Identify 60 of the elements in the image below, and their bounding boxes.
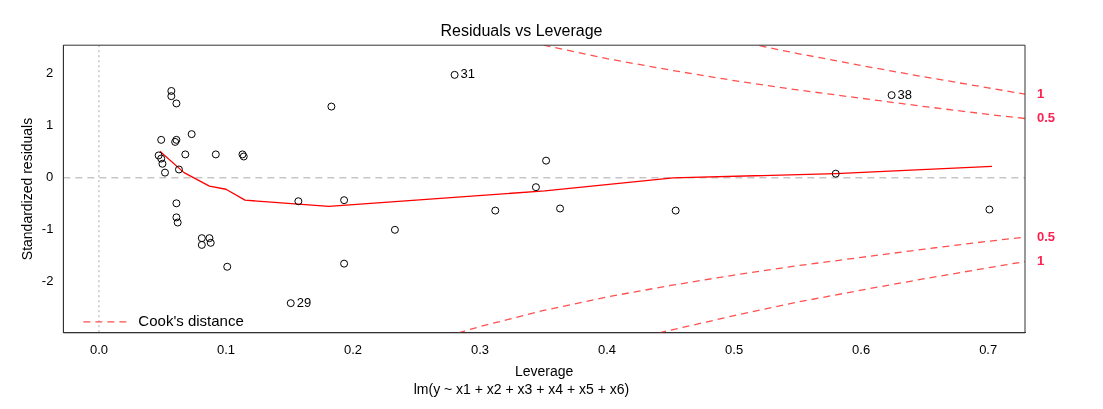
- y-tick-label: 2: [46, 65, 54, 81]
- x-tick-label: 0.4: [598, 342, 617, 358]
- y-tick-label: 1: [46, 117, 54, 133]
- x-tick-label: 0.3: [470, 342, 490, 358]
- point: [671, 206, 680, 215]
- point: [531, 183, 540, 192]
- point: [172, 213, 181, 222]
- point: [985, 205, 994, 214]
- point: [160, 168, 169, 177]
- point: [172, 199, 181, 208]
- y-tick-label: -2: [41, 273, 54, 289]
- x-tick-label: 0.6: [852, 342, 871, 358]
- legend-label: Cook's distance: [138, 311, 244, 329]
- point: [286, 299, 295, 308]
- annotation: 31: [460, 66, 476, 82]
- point: [197, 234, 206, 243]
- point: [157, 135, 166, 144]
- point: [167, 92, 176, 101]
- point: [556, 204, 565, 213]
- y-tick-label: -1: [41, 221, 54, 237]
- point: [491, 206, 500, 215]
- point: [205, 234, 214, 243]
- point: [294, 197, 303, 206]
- point: [542, 156, 551, 165]
- annotation: 0.5: [1037, 110, 1056, 126]
- point: [340, 259, 349, 268]
- text: lm(y ~ x1 + x2 + x3 + x4 + x5 + x6): [413, 381, 630, 398]
- point: [340, 196, 349, 205]
- annotation: 1: [1037, 253, 1045, 269]
- point: [172, 99, 181, 108]
- point: [831, 169, 840, 178]
- point: [390, 225, 399, 234]
- point: [327, 102, 336, 111]
- point: [181, 150, 190, 159]
- annotation: 0.5: [1037, 228, 1056, 244]
- point: [197, 240, 206, 249]
- point: [157, 154, 166, 163]
- point: [174, 165, 183, 174]
- x-tick-label: 0.5: [725, 342, 744, 358]
- chart-title: Residuals vs Leverage: [440, 22, 603, 40]
- x-axis-title: Leverage: [514, 362, 574, 379]
- y-axis-title: Standardized residuals: [19, 117, 36, 261]
- y-tick-label: 0: [46, 169, 54, 185]
- x-tick-label: 0.2: [343, 342, 363, 358]
- point: [167, 86, 176, 95]
- point: [211, 150, 220, 159]
- point: [450, 70, 459, 79]
- annotation: 29: [296, 294, 312, 310]
- point: [187, 130, 196, 139]
- point: [158, 159, 167, 168]
- point: [154, 151, 163, 160]
- annotation: 38: [897, 86, 913, 102]
- annotation: 1: [1037, 85, 1045, 101]
- point: [173, 218, 182, 227]
- point: [223, 262, 232, 271]
- x-tick-label: 0.1: [216, 342, 235, 358]
- x-tick-label: 0.0: [89, 342, 108, 358]
- point: [206, 238, 215, 247]
- x-tick-label: 0.7: [979, 342, 998, 358]
- point: [887, 91, 896, 100]
